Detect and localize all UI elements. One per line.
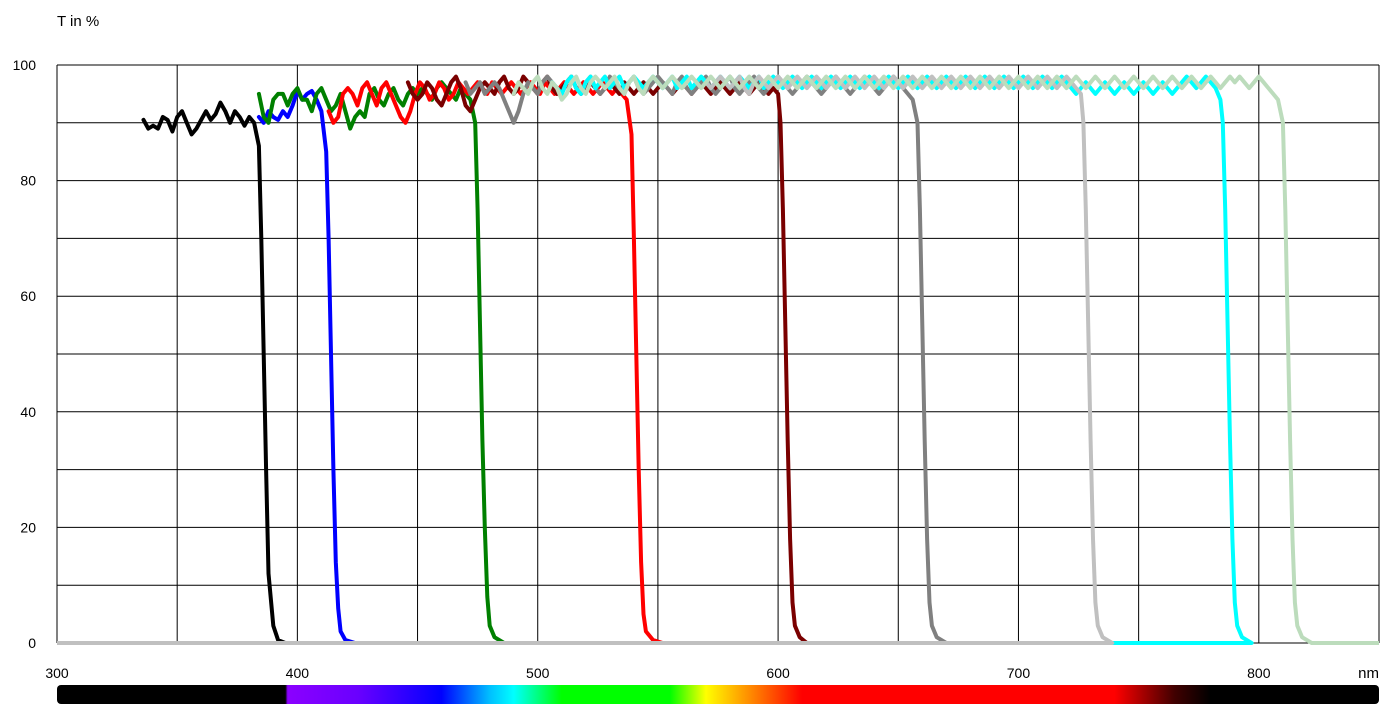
series-line-1 — [57, 100, 288, 645]
series-line-5 — [57, 74, 809, 645]
x-axis-label: nm — [1358, 665, 1379, 682]
y-tick-label: 0 — [28, 635, 36, 651]
series-line-4 — [57, 80, 665, 645]
series-line-9 — [511, 74, 1379, 645]
y-axis-label: T in % — [57, 13, 99, 30]
spectrum-bar — [57, 685, 1379, 704]
y-tick-label: 40 — [20, 404, 36, 420]
series-line-6 — [57, 74, 949, 645]
y-tick-label: 20 — [20, 519, 36, 535]
series-line-7 — [57, 74, 1254, 645]
y-tick-label: 80 — [20, 173, 36, 189]
x-tick-label: 300 — [45, 665, 69, 681]
x-tick-label: 700 — [1007, 665, 1031, 681]
series-group — [57, 74, 1379, 645]
x-tick-label: 500 — [526, 665, 550, 681]
x-tick-label: 800 — [1247, 665, 1271, 681]
y-tick-labels: 0 20 40 60 80 100 — [13, 57, 37, 651]
grid — [56, 64, 1380, 644]
x-tick-label: 400 — [286, 665, 310, 681]
y-tick-label: 100 — [13, 57, 37, 73]
y-tick-label: 60 — [20, 288, 36, 304]
series-line-8 — [57, 74, 1115, 645]
x-tick-label: 600 — [766, 665, 790, 681]
x-tick-labels: 300 400 500 600 700 800 — [45, 665, 1270, 681]
series-line-3 — [57, 80, 507, 645]
series-line-2 — [57, 89, 358, 645]
